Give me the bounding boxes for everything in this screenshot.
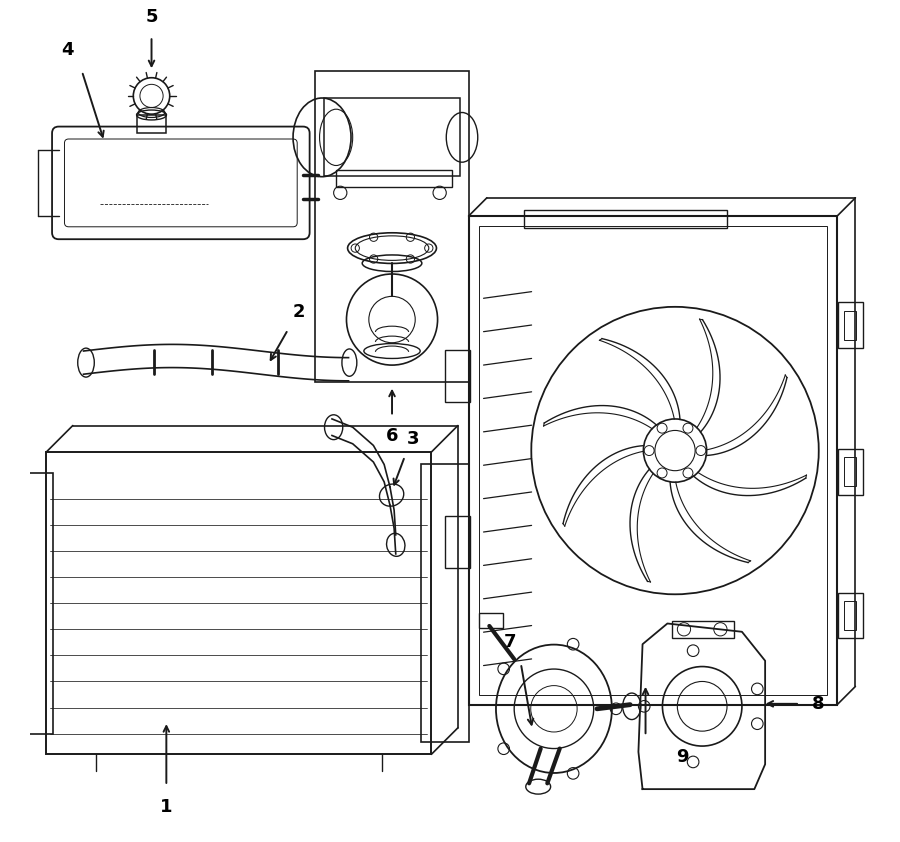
Bar [838, 593, 863, 638]
Bar [137, 115, 166, 133]
Text: 8: 8 [813, 695, 825, 713]
Bar [0, 630, 14, 659]
Bar [446, 350, 471, 402]
Bar [671, 621, 733, 637]
Text: 2: 2 [292, 303, 305, 321]
Text: 3: 3 [407, 430, 419, 448]
Text: 5: 5 [145, 8, 158, 25]
Bar [0, 630, 3, 647]
Bar [336, 170, 452, 187]
Bar [844, 311, 856, 339]
Bar [480, 613, 502, 627]
Bar [315, 71, 469, 381]
Bar [46, 452, 431, 754]
Bar [0, 498, 14, 526]
Bar [446, 516, 471, 568]
Text: 1: 1 [160, 798, 173, 816]
Bar [0, 696, 14, 725]
Bar [838, 449, 863, 494]
Bar [479, 226, 827, 695]
Bar [14, 472, 53, 733]
Bar [844, 601, 856, 630]
Text: 6: 6 [386, 427, 399, 445]
Bar [0, 564, 14, 593]
Text: 7: 7 [504, 633, 517, 651]
Text: 9: 9 [676, 748, 688, 765]
Bar [524, 210, 726, 228]
Bar [324, 98, 461, 176]
Bar [844, 457, 856, 487]
Bar [838, 302, 863, 348]
Bar [469, 216, 837, 705]
Text: 4: 4 [60, 40, 73, 59]
Bar [421, 465, 470, 742]
